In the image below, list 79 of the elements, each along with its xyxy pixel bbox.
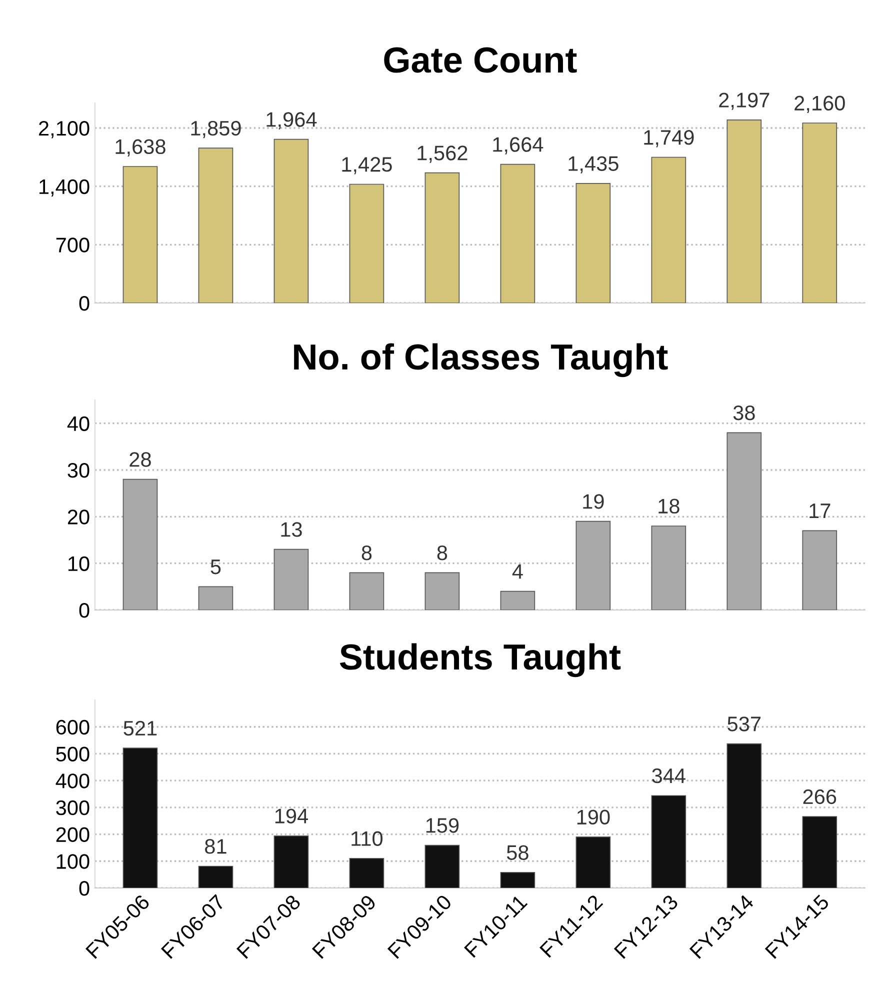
bar: [198, 586, 234, 610]
bar: [122, 478, 158, 610]
bar: [198, 866, 234, 888]
data-label: 190: [577, 810, 610, 825]
bar: [500, 164, 536, 303]
y-tick-label: 0: [79, 881, 90, 896]
y-tick-label: 100: [56, 854, 90, 869]
bar: [726, 432, 762, 610]
bar: [274, 548, 309, 610]
bar: [349, 572, 384, 610]
data-label: 110: [352, 831, 382, 846]
data-label: 344: [652, 768, 686, 784]
data-label: 13: [281, 522, 302, 537]
bar: [274, 835, 309, 888]
bar: [651, 795, 686, 888]
bar: [576, 836, 611, 888]
data-label: 1,964: [266, 112, 317, 130]
data-label: 537: [728, 716, 760, 732]
bar: [500, 872, 536, 888]
bar: [576, 182, 611, 303]
y-tick-label: 20: [68, 510, 90, 524]
bar: [349, 184, 384, 303]
data-label: 1,562: [418, 146, 468, 163]
data-label: 2,197: [719, 92, 770, 110]
y-tick-label: 400: [56, 774, 90, 788]
data-label: 81: [205, 839, 226, 854]
data-label: 8: [362, 545, 372, 560]
bar: [424, 172, 460, 303]
bar: [802, 816, 838, 888]
bar: [576, 520, 611, 610]
data-label: 2,160: [794, 96, 845, 114]
data-label: 1,859: [191, 120, 241, 138]
y-tick-label: 40: [67, 416, 90, 432]
y-tick-label: 2,100: [38, 121, 90, 138]
data-label: 18: [658, 498, 680, 514]
bar: [651, 156, 686, 303]
y-tick-label: 700: [56, 238, 90, 252]
data-label: 38: [733, 405, 755, 420]
data-label: 1,749: [644, 130, 694, 148]
data-label: 17: [810, 504, 830, 518]
bar: [500, 590, 536, 610]
bar: [802, 122, 838, 303]
bar: [424, 844, 460, 888]
data-label: 28: [130, 452, 151, 467]
y-tick-label: 500: [56, 746, 90, 762]
data-label: 159: [426, 818, 459, 833]
data-label: 266: [803, 789, 836, 804]
bar: [349, 858, 384, 888]
chart-title: Gate Count: [384, 47, 577, 73]
bar: [726, 743, 762, 888]
bar: [122, 748, 158, 888]
y-tick-label: 0: [79, 603, 90, 618]
data-label: 1,664: [493, 137, 544, 154]
data-label: 19: [583, 494, 604, 509]
y-tick-label: 300: [56, 800, 90, 816]
bar: [274, 138, 309, 303]
data-label: 8: [437, 545, 448, 560]
data-label: 1,425: [342, 157, 392, 174]
y-tick-label: 600: [56, 720, 90, 735]
chart-title: No. of Classes Taught: [294, 343, 668, 378]
y-tick-label: 0: [79, 296, 90, 311]
bar: [122, 166, 158, 303]
data-label: 1,435: [568, 156, 618, 174]
y-tick-label: 200: [56, 827, 90, 842]
bar: [651, 526, 686, 610]
bar: [198, 148, 234, 303]
data-label: 4: [512, 564, 523, 579]
bar: [726, 119, 762, 303]
chart-title: Students Taught: [340, 643, 621, 678]
bar: [802, 530, 838, 610]
y-tick-label: 1,400: [40, 179, 90, 197]
bar: [424, 572, 460, 610]
data-label: 194: [275, 808, 308, 824]
data-label: 521: [124, 720, 157, 736]
y-tick-label: 30: [68, 463, 90, 478]
data-label: 1,638: [116, 139, 166, 157]
data-label: 5: [210, 560, 221, 574]
data-label: 58: [506, 845, 528, 860]
y-tick-label: 10: [68, 556, 90, 572]
